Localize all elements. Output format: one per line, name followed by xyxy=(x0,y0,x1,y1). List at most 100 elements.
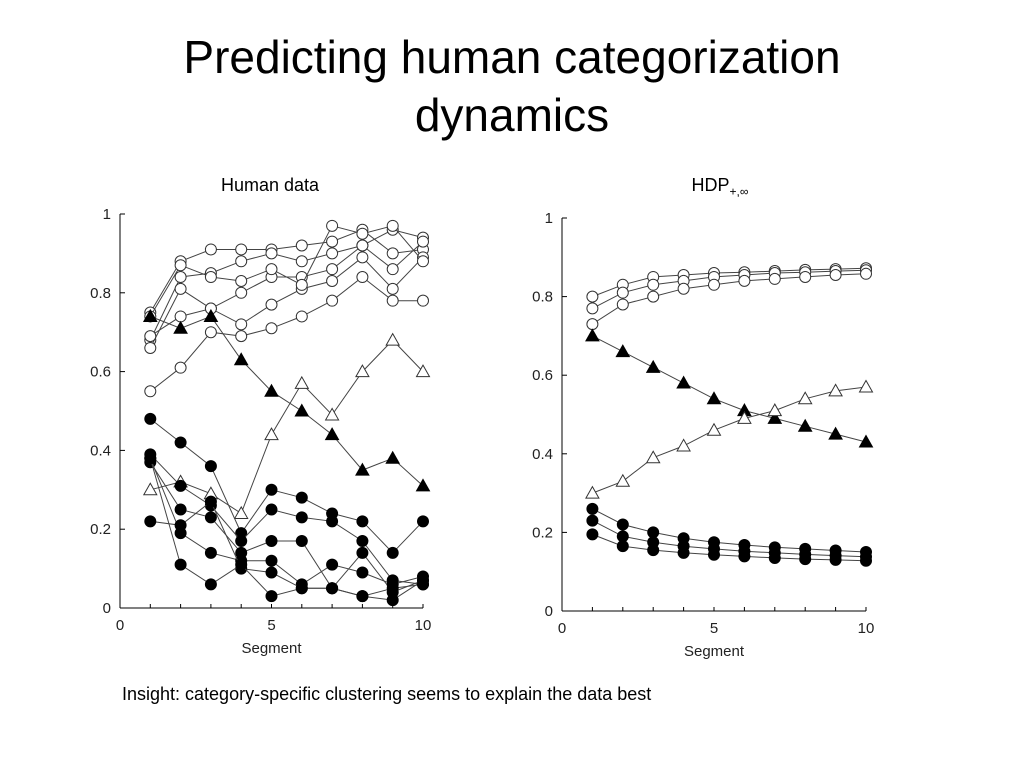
human-series-line xyxy=(149,229,424,313)
human-data-point xyxy=(235,274,248,287)
human-data-point xyxy=(294,403,310,417)
human-y-tick-label: 0.2 xyxy=(90,521,111,538)
human-data-point xyxy=(174,361,187,374)
hdp-y-tick-label: 1 xyxy=(545,210,553,227)
human-data-point xyxy=(235,286,248,299)
human-series-line xyxy=(149,458,424,586)
hdp-data-point xyxy=(799,270,812,283)
insight-text: Insight: category-specific clustering se… xyxy=(122,684,652,704)
human-data-point xyxy=(204,460,217,473)
human-data-point xyxy=(356,535,369,548)
human-data-point xyxy=(204,271,217,284)
human-data-point xyxy=(174,519,187,532)
human-data-point xyxy=(385,332,401,346)
human-data-point xyxy=(264,427,279,441)
human-x-axis-label: Segment xyxy=(241,640,302,657)
human-data-point xyxy=(144,452,157,465)
human-data-point xyxy=(356,239,369,252)
hdp-series-line xyxy=(592,386,867,494)
hdp-data-point xyxy=(768,272,781,285)
human-data-point xyxy=(324,427,340,441)
hdp-panel-title: HDP+,∞ xyxy=(620,175,820,199)
human-series-line xyxy=(149,225,424,317)
human-data-point xyxy=(144,330,157,343)
human-x-tick-label: 0 xyxy=(116,617,124,634)
human-data-point xyxy=(295,582,308,595)
hdp-data-point xyxy=(585,328,600,342)
hdp-series-line xyxy=(592,267,867,298)
hdp-data-point xyxy=(676,375,691,389)
human-data-point xyxy=(356,546,369,559)
hdp-data-point xyxy=(677,546,690,559)
human-data-point xyxy=(355,462,370,476)
human-data-point xyxy=(142,482,158,496)
human-data-point xyxy=(235,330,248,343)
hdp-data-point xyxy=(586,514,599,527)
human-data-point xyxy=(324,407,340,421)
hdp-y-tick-label: 0.8 xyxy=(532,289,553,306)
human-data-point xyxy=(415,478,431,492)
human-data-point xyxy=(386,582,399,595)
hdp-series-filled-circle-3 xyxy=(586,528,872,567)
human-data-point xyxy=(203,308,219,322)
hdp-data-point xyxy=(647,278,660,291)
human-data-point xyxy=(326,582,339,595)
human-data-point xyxy=(174,259,187,272)
human-data-point xyxy=(295,278,308,291)
human-data-point xyxy=(386,294,399,307)
human-data-point xyxy=(265,554,278,567)
human-data-point xyxy=(204,326,217,339)
human-data-point xyxy=(233,352,249,366)
hdp-y-tick-label: 0 xyxy=(545,603,553,620)
human-data-point xyxy=(235,255,248,268)
human-series-open-circle-2 xyxy=(144,223,429,347)
human-data-point xyxy=(235,243,248,256)
hdp-data-point xyxy=(799,553,812,566)
human-series-line xyxy=(149,418,424,554)
hdp-series-filled-circle-1 xyxy=(586,502,872,559)
human-data-point xyxy=(235,558,248,571)
human-data-point xyxy=(417,578,429,591)
human-y-tick-label: 0 xyxy=(103,600,111,617)
hdp-data-point xyxy=(616,540,629,553)
human-data-point xyxy=(144,341,157,354)
human-data-point xyxy=(144,515,157,528)
hdp-data-point xyxy=(677,282,690,295)
human-series-open-circle-6 xyxy=(144,219,429,323)
human-series-line xyxy=(150,256,424,337)
hdp-data-point xyxy=(586,502,599,515)
human-data-point xyxy=(295,511,308,524)
human-data-point xyxy=(204,546,217,559)
human-data-point xyxy=(265,483,278,496)
human-y-tick-label: 0.4 xyxy=(90,442,111,459)
human-series-filled-circle-1 xyxy=(144,412,429,559)
human-data-point xyxy=(174,479,187,492)
human-data-point xyxy=(417,294,429,307)
human-data-point xyxy=(417,255,429,268)
human-data-point xyxy=(144,385,157,398)
human-data-point xyxy=(233,505,249,519)
human-data-point xyxy=(204,243,217,256)
human-data-point xyxy=(144,412,157,425)
hdp-data-point xyxy=(615,473,631,487)
hdp-data-point xyxy=(585,485,600,499)
human-series-line xyxy=(149,458,424,597)
hdp-data-point xyxy=(645,359,661,373)
human-data-point xyxy=(326,274,339,287)
human-data-point xyxy=(386,594,399,607)
human-data-point xyxy=(142,308,158,322)
hdp-data-point xyxy=(706,391,722,405)
hdp-title-base: HDP xyxy=(691,175,730,195)
hdp-data-point xyxy=(860,267,872,280)
human-data-point xyxy=(174,436,187,449)
slide-title-line-1: Predicting human categorization xyxy=(183,31,841,83)
human-data-point xyxy=(326,235,339,248)
human-series-filled-circle-3 xyxy=(144,456,429,599)
hdp-data-point xyxy=(858,434,874,448)
human-series-open-circle-5 xyxy=(144,271,429,398)
human-x-tick-label: 5 xyxy=(267,617,275,634)
hdp-data-point xyxy=(829,553,842,566)
hdp-data-point xyxy=(708,278,720,291)
